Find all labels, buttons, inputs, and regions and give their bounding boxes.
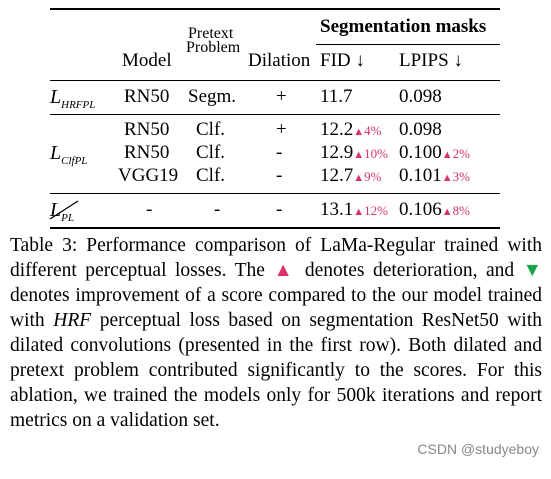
loss-hrfpl: LHRFPL (50, 86, 96, 111)
row2-lpips: 0.098 (399, 119, 442, 140)
watermark: CSDN @studyeboy (417, 441, 539, 457)
table-caption: Table 3: Performance comparison of LaMa-… (10, 235, 542, 431)
top-rule (50, 8, 500, 10)
row3-fid: 12.9▲10% (320, 142, 388, 163)
row5-pretext: - (214, 199, 221, 220)
row2-fid: 12.2▲4% (320, 119, 382, 140)
row1-fid: 11.7 (320, 86, 353, 107)
row5-lpips: 0.106▲8% (399, 199, 470, 220)
row2-dilation: + (276, 119, 287, 140)
row1-model: RN50 (124, 86, 170, 107)
row5-fid: 13.1▲12% (320, 199, 388, 220)
header-dilation: Dilation (248, 50, 311, 71)
row3-model: RN50 (124, 142, 170, 163)
header-pretext-line1: Pretext (188, 25, 234, 42)
row3-lpips: 0.100▲2% (399, 142, 470, 163)
loss-clfpl: LClfPL (50, 142, 88, 167)
group-rule (316, 44, 500, 45)
bottom-rule (50, 227, 500, 229)
row5-model: - (146, 199, 153, 220)
header-rule (50, 80, 500, 81)
row-rule-1 (50, 114, 500, 115)
header-segmentation-masks: Segmentation masks (320, 16, 487, 37)
row3-pretext: Clf. (196, 142, 226, 163)
row4-dilation: - (276, 165, 283, 186)
header-fid: FID ↓ (320, 50, 365, 71)
strike-line (49, 200, 79, 220)
row3-dilation: - (276, 142, 283, 163)
up-triangle-icon: ▲ (273, 260, 297, 281)
row2-pretext: Clf. (196, 119, 226, 140)
row1-pretext: Segm. (188, 86, 237, 107)
down-triangle-icon: ▼ (522, 260, 542, 281)
header-pretext-line2: Problem (186, 39, 241, 56)
row1-dilation: + (276, 86, 287, 107)
row1-lpips: 0.098 (399, 86, 442, 107)
loss-pl-struck: LPL (49, 199, 79, 229)
row2-model: RN50 (124, 119, 170, 140)
row4-pretext: Clf. (196, 165, 226, 186)
row4-model: VGG19 (118, 165, 179, 186)
row4-fid: 12.7▲9% (320, 165, 382, 186)
header-lpips: LPIPS ↓ (399, 50, 463, 71)
row5-dilation: - (276, 199, 283, 220)
row-rule-2 (50, 193, 500, 194)
header-model: Model (122, 50, 172, 71)
row4-lpips: 0.101▲3% (399, 165, 470, 186)
